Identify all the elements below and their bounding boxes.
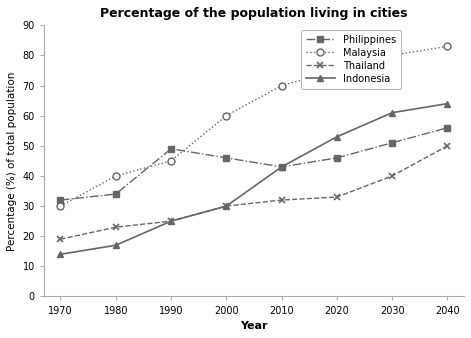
Line: Thailand: Thailand	[57, 142, 451, 243]
Indonesia	[445, 102, 450, 106]
Indonesia	[334, 135, 340, 139]
Indonesia	[168, 219, 174, 223]
Malaysia	[334, 69, 340, 73]
Philippines	[390, 141, 395, 145]
Philippines	[57, 198, 63, 202]
Malaysia	[224, 114, 229, 118]
Thailand	[168, 219, 174, 223]
Philippines	[168, 147, 174, 151]
Philippines	[279, 165, 284, 169]
Y-axis label: Percentage (%) of total population: Percentage (%) of total population	[7, 71, 17, 250]
Philippines	[113, 192, 119, 196]
Malaysia	[279, 83, 284, 88]
Malaysia	[390, 53, 395, 57]
Indonesia	[224, 204, 229, 208]
Thailand	[390, 174, 395, 178]
Indonesia	[113, 243, 119, 247]
Indonesia	[390, 111, 395, 115]
Indonesia	[279, 165, 284, 169]
Philippines	[224, 156, 229, 160]
Malaysia	[57, 204, 63, 208]
Malaysia	[445, 44, 450, 48]
Thailand	[445, 144, 450, 148]
Malaysia	[168, 159, 174, 163]
Thailand	[224, 204, 229, 208]
Thailand	[57, 237, 63, 241]
Line: Malaysia: Malaysia	[57, 43, 451, 210]
Malaysia	[113, 174, 119, 178]
Line: Indonesia: Indonesia	[57, 100, 451, 258]
Legend: Philippines, Malaysia, Thailand, Indonesia: Philippines, Malaysia, Thailand, Indones…	[301, 30, 401, 89]
Title: Percentage of the population living in cities: Percentage of the population living in c…	[100, 7, 408, 20]
Philippines	[445, 126, 450, 130]
Philippines	[334, 156, 340, 160]
Indonesia	[57, 252, 63, 256]
X-axis label: Year: Year	[240, 321, 268, 331]
Thailand	[279, 198, 284, 202]
Thailand	[334, 195, 340, 199]
Thailand	[113, 225, 119, 229]
Line: Philippines: Philippines	[58, 125, 450, 203]
